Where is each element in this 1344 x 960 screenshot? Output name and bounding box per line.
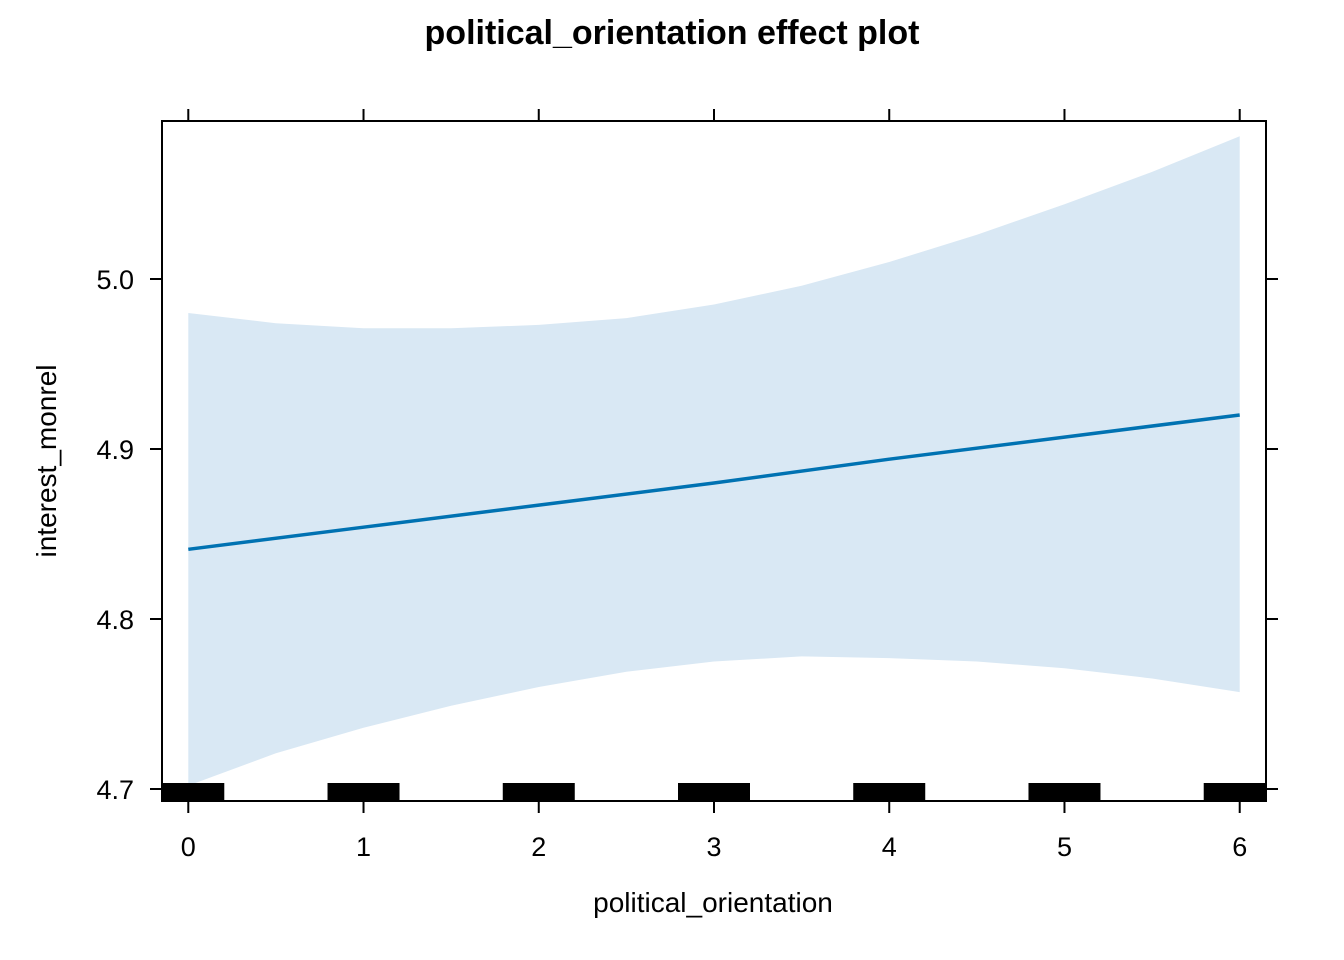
y-tick-label: 5.0 [96,265,134,295]
confidence-band [188,136,1240,786]
plot-area [162,136,1266,801]
rug-mark [162,783,225,801]
x-axis: 0 1 2 3 4 5 6 [181,109,1247,862]
rug-mark [1028,783,1101,801]
rug-mark [327,783,400,801]
x-tick-label: 1 [356,832,371,862]
rug-marks [162,783,1266,801]
y-axis: 4.7 4.8 4.9 5.0 [96,265,1278,805]
y-axis-label: interest_monrel [31,365,62,558]
x-tick-label: 3 [706,832,721,862]
x-tick-label: 0 [181,832,196,862]
x-axis-label: political_orientation [593,887,833,918]
y-tick-label: 4.8 [96,605,134,635]
rug-mark [678,783,750,801]
x-tick-label: 6 [1232,832,1247,862]
x-tick-label: 4 [882,832,897,862]
fit-line [188,413,1240,552]
x-tick-label: 5 [1057,832,1072,862]
x-tick-label: 2 [531,832,546,862]
rug-mark [853,783,926,801]
y-tick-label: 4.7 [96,775,134,805]
rug-mark [1203,783,1266,801]
y-tick-label: 4.9 [96,435,134,465]
chart-title: political_orientation effect plot [425,14,920,52]
rug-mark [502,783,575,801]
